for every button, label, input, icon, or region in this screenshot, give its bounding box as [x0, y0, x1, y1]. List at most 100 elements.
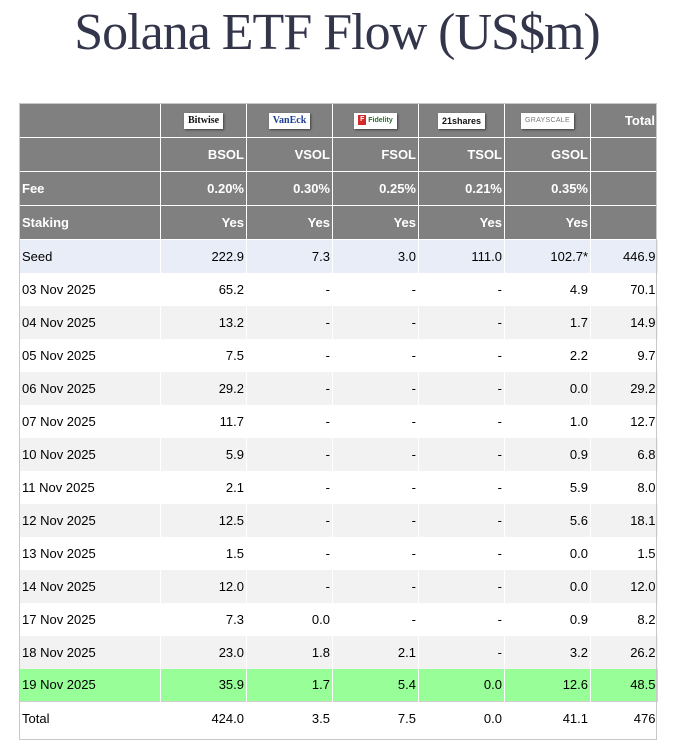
table-row: 03 Nov 2025 65.2- - -4.9 70.1 [19, 272, 658, 306]
staking-cell: Yes [332, 205, 419, 240]
table-row: 18 Nov 2025 23.0 1.8 2.1-3.2 26.2 [19, 635, 658, 669]
total-row-label: Total [19, 701, 161, 735]
flow-cell: - [332, 470, 419, 504]
flow-cell: 11.7 [160, 404, 247, 438]
staking-cell-empty [590, 205, 658, 240]
flow-cell: - [418, 338, 505, 372]
fee-cell: 0.35% [504, 171, 591, 206]
flow-cell: - [246, 437, 333, 471]
flow-cell: 0.0 [246, 602, 333, 636]
seed-row: Seed 222.9 7.3 3.0 111.0 102.7* 446.9 [19, 239, 658, 273]
vaneck-logo: VanEck [268, 112, 311, 129]
table-row: 11 Nov 2025 2.1- - -5.9 8.0 [19, 470, 658, 504]
flow-cell: 222.9 [160, 239, 247, 273]
flow-cell: - [332, 404, 419, 438]
ticker-cell: TSOL [418, 137, 505, 172]
fee-cell-empty [590, 171, 658, 206]
flow-cell: 1.0 [504, 404, 591, 438]
bitwise-logo-cell: Bitwise [160, 103, 247, 138]
staking-cell: Yes [504, 205, 591, 240]
fee-cell: 0.25% [332, 171, 419, 206]
flow-cell: - [246, 272, 333, 306]
flow-cell: - [418, 305, 505, 339]
row-date-label: 19 Nov 2025 [19, 668, 161, 702]
21shares-logo-cell: 21shares [418, 103, 505, 138]
flow-cell: 2.1 [160, 470, 247, 504]
row-total-cell: 70.1 [590, 272, 658, 306]
table-row: 05 Nov 2025 7.5- - -2.2 9.7 [19, 338, 658, 372]
flow-cell: 65.2 [160, 272, 247, 306]
flow-cell: - [418, 272, 505, 306]
row-total-cell: 29.2 [590, 371, 658, 405]
row-total-cell: 9.7 [590, 338, 658, 372]
flow-cell: 0.9 [504, 602, 591, 636]
total-cell: 0.0 [418, 701, 505, 735]
ticker-cell: GSOL [504, 137, 591, 172]
flow-cell: - [332, 503, 419, 537]
flow-cell: 5.6 [504, 503, 591, 537]
row-date-label: 14 Nov 2025 [19, 569, 161, 603]
flow-cell: 1.7 [504, 305, 591, 339]
ticker-cell: BSOL [160, 137, 247, 172]
row-date-label: 10 Nov 2025 [19, 437, 161, 471]
staking-cell: Yes [418, 205, 505, 240]
flow-cell: - [332, 371, 419, 405]
total-cell: 41.1 [504, 701, 591, 735]
ticker-row-label [19, 137, 161, 172]
fee-cell: 0.20% [160, 171, 247, 206]
flow-cell: - [246, 470, 333, 504]
flow-cell: 1.5 [160, 536, 247, 570]
page-title: Solana ETF Flow (US$m) [74, 4, 600, 61]
row-total-cell: 14.9 [590, 305, 658, 339]
flow-cell: - [332, 272, 419, 306]
row-date-label: 17 Nov 2025 [19, 602, 161, 636]
flow-cell: 35.9 [160, 668, 247, 702]
total-cell-grand: 476 [590, 701, 658, 735]
total-header: Total [590, 103, 658, 138]
row-total-cell: 26.2 [590, 635, 658, 669]
flow-cell: 102.7* [504, 239, 591, 273]
row-total-cell: 446.9 [590, 239, 658, 273]
row-date-label: 18 Nov 2025 [19, 635, 161, 669]
staking-label: Staking [19, 205, 161, 240]
table-row: 17 Nov 2025 7.3 0.0- -0.9 8.2 [19, 602, 658, 636]
flow-cell: 4.9 [504, 272, 591, 306]
flow-cell: 23.0 [160, 635, 247, 669]
flow-cell: 7.3 [160, 602, 247, 636]
fee-cell: 0.30% [246, 171, 333, 206]
row-total-cell: 12.7 [590, 404, 658, 438]
flow-cell: 111.0 [418, 239, 505, 273]
flow-cell: - [418, 569, 505, 603]
flow-cell: - [246, 338, 333, 372]
row-total-cell: 6.8 [590, 437, 658, 471]
staking-cell: Yes [160, 205, 247, 240]
row-date-label: 13 Nov 2025 [19, 536, 161, 570]
flow-cell: 5.9 [504, 470, 591, 504]
flow-cell: - [246, 404, 333, 438]
flow-cell: 5.9 [160, 437, 247, 471]
flow-cell: - [332, 536, 419, 570]
staking-row: Staking Yes Yes Yes Yes Yes [19, 205, 658, 240]
header-corner [19, 103, 161, 138]
total-cell: 3.5 [246, 701, 333, 735]
fee-label: Fee [19, 171, 161, 206]
row-date-label: 05 Nov 2025 [19, 338, 161, 372]
total-cell: 7.5 [332, 701, 419, 735]
21shares-logo: 21shares [437, 112, 486, 129]
flow-cell: - [332, 602, 419, 636]
fidelity-logo-cell: F Fidelity [332, 103, 419, 138]
flow-cell: 12.5 [160, 503, 247, 537]
flow-cell: 0.0 [418, 668, 505, 702]
etf-flow-table: Bitwise VanEck F Fidelity 21shares GRAYSC… [19, 103, 658, 735]
flow-cell: - [418, 503, 505, 537]
flow-cell: - [418, 602, 505, 636]
ticker-cell: VSOL [246, 137, 333, 172]
bitwise-logo: Bitwise [183, 112, 224, 129]
issuer-logo-row: Bitwise VanEck F Fidelity 21shares GRAYSC… [19, 103, 658, 138]
row-date-label: 12 Nov 2025 [19, 503, 161, 537]
fee-cell: 0.21% [418, 171, 505, 206]
total-row: Total 424.0 3.5 7.5 0.0 41.1 476 [19, 701, 658, 735]
flow-cell: - [418, 404, 505, 438]
flow-cell: 0.0 [504, 371, 591, 405]
ticker-row: BSOL VSOL FSOL TSOL GSOL [19, 137, 658, 172]
